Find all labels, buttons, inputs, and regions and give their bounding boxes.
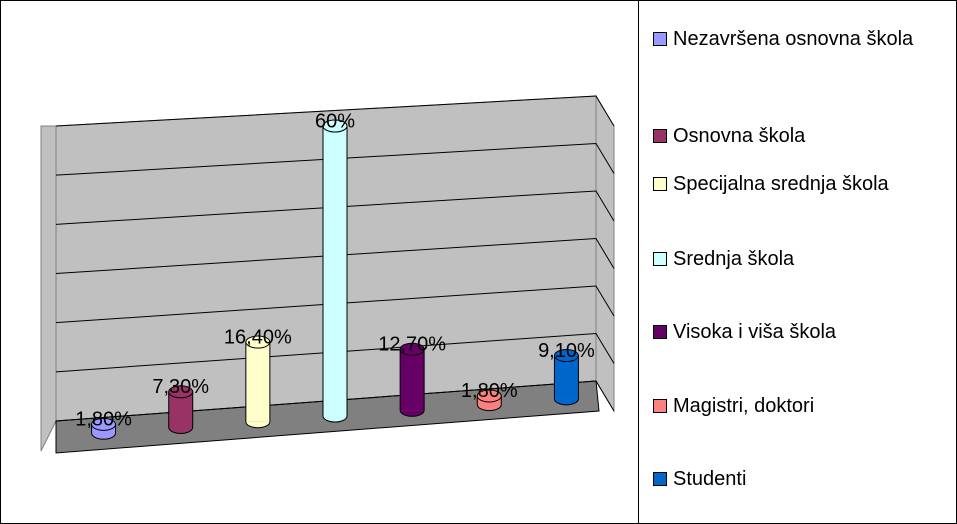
- data-label: 1,80%: [75, 409, 132, 431]
- legend-item: Nezavršena osnovna škola: [653, 24, 955, 54]
- legend-item: Osnovna škola: [653, 121, 955, 151]
- legend-swatch: [653, 252, 667, 266]
- grid-line: [55, 190, 615, 225]
- left-wall: [40, 125, 57, 452]
- legend-label: Nezavršena osnovna škola: [673, 28, 914, 50]
- cylinder-body: [554, 355, 579, 399]
- cylinder-base: [91, 433, 117, 440]
- legend-label: Magistri, doktori: [673, 395, 815, 417]
- cylinder-top: [245, 335, 271, 349]
- cylinder-base: [476, 404, 502, 412]
- data-label: 9,10%: [538, 340, 595, 362]
- legend-swatch: [653, 325, 667, 339]
- legend-item: Magistri, doktori: [653, 391, 955, 421]
- cylinder: [553, 349, 579, 406]
- cylinder: [399, 342, 425, 417]
- legend-label: Specijalna srednja škola: [673, 173, 889, 195]
- grid-line: [55, 285, 615, 324]
- divider: [638, 1, 639, 523]
- cylinder-body: [245, 342, 270, 422]
- cylinder-top: [91, 417, 117, 431]
- cylinder-base: [322, 415, 348, 423]
- grid-line: [55, 142, 615, 176]
- plot-area: 1,80% 7,30% 16,40% 60% 12,70% 1,80% 9,10%: [40, 94, 615, 454]
- cylinder-base: [245, 421, 271, 429]
- cylinder-top: [399, 342, 425, 356]
- cylinder: [168, 385, 194, 434]
- legend-swatch: [653, 129, 667, 143]
- cylinder: [476, 389, 502, 412]
- cylinder: [245, 335, 271, 429]
- data-label: 1,80%: [461, 380, 518, 402]
- data-label: 60%: [315, 110, 355, 132]
- legend-item: Srednja škola: [653, 244, 955, 274]
- cylinder-top: [168, 385, 194, 399]
- legend-swatch: [653, 177, 667, 191]
- legend-swatch: [653, 399, 667, 413]
- legend-label: Studenti: [673, 468, 747, 490]
- data-label: 7,30%: [152, 376, 209, 398]
- cylinder: [91, 417, 117, 440]
- cylinder-top: [553, 349, 579, 363]
- grid-line: [55, 237, 615, 274]
- legend-swatch: [653, 32, 667, 46]
- cylinder-top: [322, 119, 348, 133]
- cylinder-base: [553, 398, 579, 406]
- cylinder-base: [168, 427, 194, 434]
- cylinder-base: [399, 410, 425, 417]
- data-label: 12,70%: [378, 333, 446, 355]
- legend-label: Visoka i viša škola: [673, 321, 837, 343]
- legend-item: Visoka i viša škola: [653, 317, 955, 347]
- legend-label: Srednja škola: [673, 248, 795, 270]
- cylinder-body: [323, 126, 347, 416]
- grid-line: [55, 332, 615, 373]
- cylinder-body: [400, 349, 425, 411]
- legend-item: Specijalna srednja škola: [653, 169, 955, 199]
- cylinder-top: [476, 389, 502, 403]
- legend-swatch: [653, 472, 667, 486]
- data-label: 16,40%: [224, 326, 292, 348]
- legend-item: Studenti: [653, 464, 955, 494]
- cylinder: [322, 119, 348, 423]
- grid-line: [55, 95, 615, 127]
- grid-line: [55, 380, 615, 422]
- legend-label: Osnovna škola: [673, 125, 806, 147]
